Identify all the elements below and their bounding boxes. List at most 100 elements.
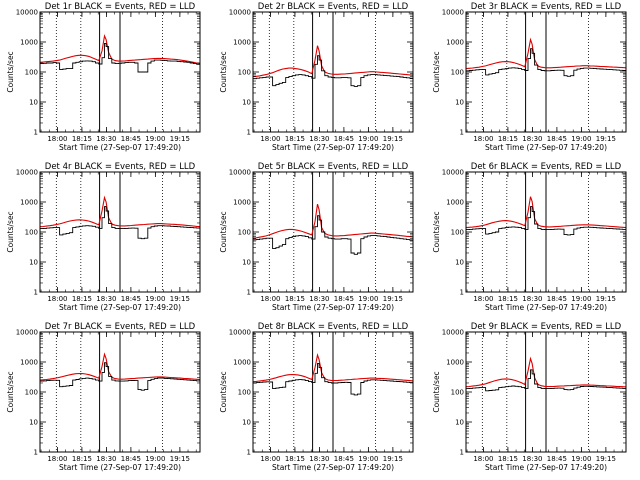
y-tick-label: 1000 [233,199,251,207]
x-tick-label: 19:15 [383,135,403,143]
y-axis-label: Counts/sec [6,371,15,412]
panel-det-6: Det 6r BLACK = Events, RED = LLD 1 10 100 10… [432,162,627,312]
x-tick-label: 18:30 [522,455,542,463]
series-line-events [466,48,626,77]
x-tick-label: 18:45 [547,455,567,463]
x-tick-label: 18:30 [309,295,329,303]
series-group [40,195,200,240]
y-axis-label: Counts/sec [432,371,441,412]
panel-det-9: Det 9r BLACK = Events, RED = LLD 1 10 100 10… [432,322,627,472]
y-tick-label: 1000 [233,39,251,47]
panel-det-3: Det 3r BLACK = Events, RED = LLD 1 10 100 10… [432,2,627,152]
series-group [253,45,413,87]
x-tick-label: 18:00 [260,295,280,303]
series-line-lld [466,196,626,229]
x-tick-label: 18:30 [96,135,116,143]
panel-det-8: Det 8r BLACK = Events, RED = LLD 1 10 100 10… [219,322,414,472]
series-line-lld [40,352,200,381]
series-line-events [253,215,413,255]
y-tick-label: 10 [455,419,464,427]
panel-title: Det 6r BLACK = Events, RED = LLD [471,162,622,172]
y-tick-label: 1000 [20,39,38,47]
x-tick-label: 18:45 [121,295,141,303]
panel-det-5: Det 5r BLACK = Events, RED = LLD 1 10 100 10… [219,162,414,312]
y-tick-label: 100 [451,389,464,397]
y-tick-label: 100 [25,69,38,77]
y-tick-label: 100 [238,229,251,237]
series-group [253,353,413,396]
panel-det-2: Det 2r BLACK = Events, RED = LLD 1 10 100 10… [219,2,414,152]
x-tick-label: 18:00 [473,295,493,303]
x-tick-label: 18:00 [47,455,67,463]
x-tick-label: 19:00 [358,455,378,463]
x-tick-label: 18:30 [309,135,329,143]
y-tick-label: 10 [29,259,38,267]
x-tick-label: 18:15 [498,135,518,143]
y-tick-label: 10000 [16,329,38,337]
x-tick-label: 19:15 [383,295,403,303]
x-axis-label: Start Time (27-Sep-07 17:49:20) [272,463,394,472]
x-tick-label: 19:00 [571,135,591,143]
y-axis-label: Counts/sec [432,211,441,252]
x-axis-label: Start Time (27-Sep-07 17:49:20) [272,143,394,152]
x-tick-label: 18:15 [72,135,92,143]
y-tick-label: 1000 [233,359,251,367]
x-tick-label: 19:00 [358,295,378,303]
panel-title: Det 8r BLACK = Events, RED = LLD [258,322,409,332]
x-tick-label: 18:30 [522,295,542,303]
x-tick-label: 19:15 [170,455,190,463]
y-tick-label: 10 [455,259,464,267]
x-tick-label: 18:15 [498,455,518,463]
series-line-lld [40,33,200,65]
x-axis-label: Start Time (27-Sep-07 17:49:20) [59,143,181,152]
panel-title: Det 4r BLACK = Events, RED = LLD [45,162,196,172]
x-tick-label: 18:30 [522,135,542,143]
y-tick-label: 10000 [16,9,38,17]
panel-title: Det 9r BLACK = Events, RED = LLD [471,322,622,332]
y-tick-label: 100 [25,229,38,237]
x-tick-label: 18:45 [334,455,354,463]
x-tick-label: 18:15 [285,135,305,143]
x-tick-label: 19:15 [383,455,403,463]
x-tick-label: 18:15 [72,295,92,303]
x-tick-label: 18:45 [121,455,141,463]
x-tick-label: 18:00 [47,135,67,143]
y-tick-label: 1 [460,449,464,457]
x-tick-label: 18:45 [547,295,567,303]
series-line-lld [466,356,626,388]
y-tick-label: 100 [451,69,464,77]
panel-title: Det 7r BLACK = Events, RED = LLD [45,322,196,332]
panel-title: Det 2r BLACK = Events, RED = LLD [258,2,409,12]
series-line-events [40,206,200,240]
series-line-events [253,362,413,396]
x-tick-label: 19:15 [170,295,190,303]
x-axis-label: Start Time (27-Sep-07 17:49:20) [485,143,607,152]
x-axis-label: Start Time (27-Sep-07 17:49:20) [272,303,394,312]
x-tick-label: 18:45 [121,135,141,143]
x-tick-label: 18:00 [260,135,280,143]
y-tick-label: 100 [451,229,464,237]
x-tick-label: 18:00 [47,295,67,303]
y-tick-label: 1 [34,449,38,457]
y-axis-label: Counts/sec [219,211,228,252]
x-tick-label: 19:00 [145,295,165,303]
y-tick-label: 10 [29,419,38,427]
series-group [253,203,413,255]
y-tick-label: 10 [242,259,251,267]
y-tick-label: 10000 [442,329,464,337]
y-tick-label: 1 [247,449,251,457]
y-tick-label: 10 [455,99,464,107]
panel-title: Det 3r BLACK = Events, RED = LLD [471,2,622,12]
panel-det-1: Det 1r BLACK = Events, RED = LLD 1 10 100 10… [6,2,201,152]
series-line-lld [253,353,413,383]
y-axis-label: Counts/sec [6,51,15,92]
x-tick-label: 18:30 [96,295,116,303]
y-tick-label: 1000 [446,359,464,367]
panel-det-4: Det 4r BLACK = Events, RED = LLD 1 10 100 10… [6,162,201,312]
series-group [40,33,200,73]
y-tick-label: 10 [242,419,251,427]
y-tick-label: 10 [29,99,38,107]
y-tick-label: 1 [460,129,464,137]
x-tick-label: 19:15 [596,295,616,303]
